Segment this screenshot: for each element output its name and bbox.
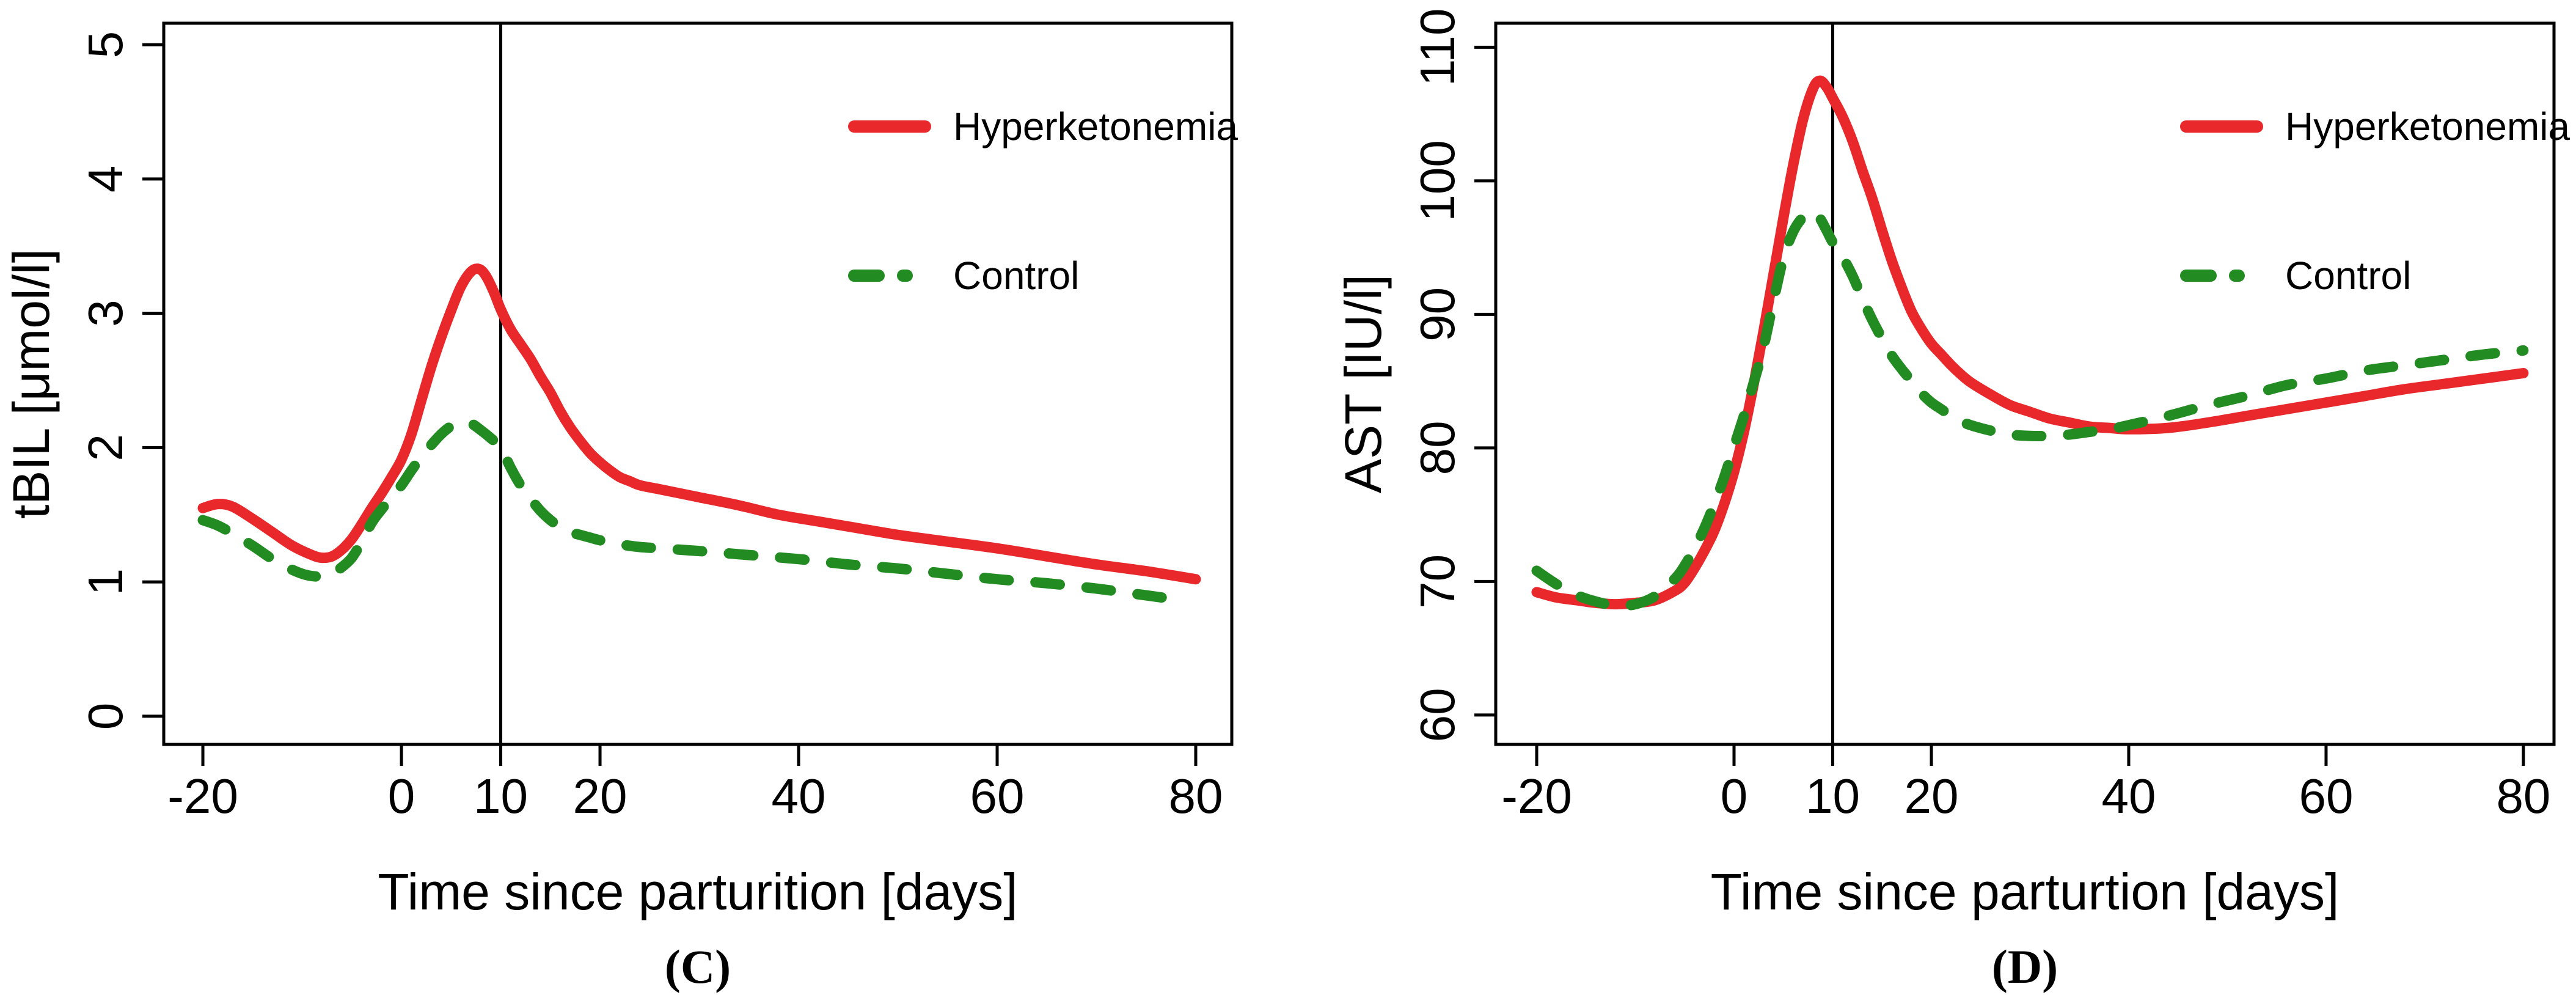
- x-axis-title: Time since parturition [days]: [378, 863, 1017, 920]
- x-axis-title: Time since parturtion [days]: [1711, 863, 2340, 920]
- y-tick-label: 2: [78, 434, 133, 461]
- y-tick-label: 70: [1410, 554, 1465, 609]
- y-axis-title: AST [IU/l]: [1334, 274, 1392, 493]
- y-tick-label: 1: [78, 568, 133, 596]
- y-axis-title: tBIL [μmol/l]: [2, 249, 60, 519]
- y-tick-label: 3: [78, 299, 133, 327]
- series-hyperketonemia-curve: [197, 263, 1201, 585]
- y-tick-label: 100: [1410, 140, 1465, 221]
- x-tick-label: 20: [573, 769, 628, 823]
- legend: Hyperketonemia Control: [2180, 105, 2570, 298]
- y-tick-label: 0: [78, 703, 133, 730]
- panel-tag-label: (C): [665, 940, 731, 993]
- y-tick-label: 110: [1410, 9, 1465, 87]
- y-tick-label: 90: [1410, 287, 1465, 342]
- x-tick-label: 60: [2299, 769, 2353, 823]
- legend: Hyperketonemia Control: [848, 105, 1238, 298]
- x-tick-label: 10: [474, 769, 528, 823]
- legend-label: Hyperketonemia: [2285, 105, 2570, 149]
- panel-tag-label: (D): [1992, 940, 2058, 993]
- legend-label: Hyperketonemia: [953, 105, 1238, 149]
- panel-C: -20 0 10 20 40 60 80 0 1 2 3 4 5 Time since parturiti…: [2, 21, 1238, 993]
- x-tick-label: -20: [167, 769, 238, 823]
- legend-label: Control: [2285, 254, 2411, 298]
- y-tick-label: 60: [1410, 688, 1465, 742]
- plot-box: [162, 21, 1234, 746]
- x-tick-label: 80: [2496, 769, 2550, 823]
- x-tick-label: 60: [970, 769, 1025, 823]
- y-tick-label: 80: [1410, 420, 1465, 475]
- y-tick-label: 4: [78, 166, 133, 193]
- series-hyperketonemia-curve: [1531, 75, 2529, 610]
- x-tick-label: 0: [388, 769, 415, 823]
- x-tick-label: 40: [2101, 769, 2156, 823]
- series-control-curve: [1531, 206, 2529, 611]
- legend-label: Control: [953, 254, 1079, 298]
- y-tick-label: 5: [78, 31, 133, 59]
- panel-D: -20 0 10 20 40 60 80 60 70 80 90 100 110 Time since p…: [1334, 9, 2570, 993]
- plot-box: [1494, 21, 2556, 746]
- x-tick-label: 80: [1169, 769, 1223, 823]
- x-tick-label: 10: [1806, 769, 1860, 823]
- series-control-curve: [197, 416, 1191, 606]
- x-tick-label: 20: [1904, 769, 1958, 823]
- x-tick-label: -20: [1501, 769, 1572, 823]
- x-tick-label: 0: [1721, 769, 1748, 823]
- x-tick-label: 40: [772, 769, 826, 823]
